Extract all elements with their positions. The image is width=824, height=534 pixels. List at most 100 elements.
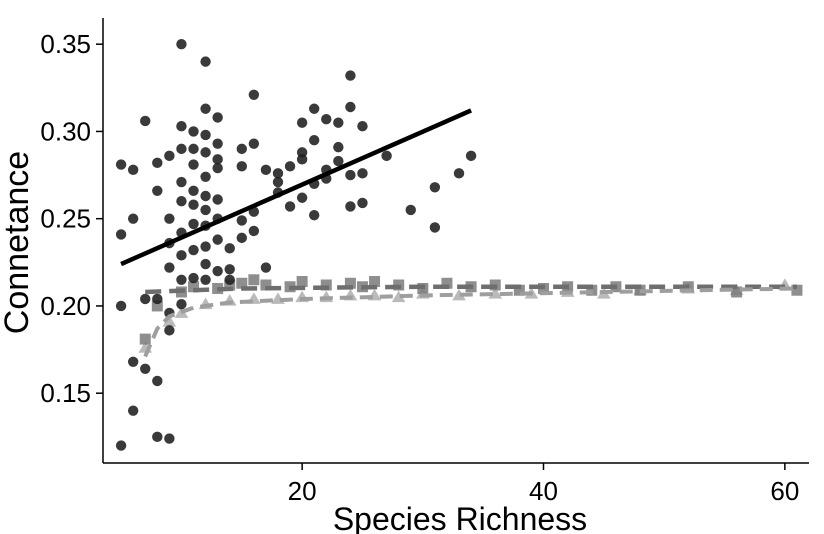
data-point-circle xyxy=(333,117,344,128)
data-point-circle xyxy=(224,264,235,275)
data-point-circle xyxy=(176,298,187,310)
data-point-circle xyxy=(453,168,465,179)
data-point-circle xyxy=(248,225,260,237)
data-point-circle xyxy=(296,147,308,158)
y-tick-label: 0.15 xyxy=(40,378,91,408)
data-point-circle xyxy=(164,262,175,273)
data-point-circle xyxy=(224,274,235,285)
data-point-circle xyxy=(248,89,260,100)
data-point-circle xyxy=(164,150,175,162)
data-point-circle xyxy=(188,244,199,256)
data-point-circle xyxy=(260,262,272,273)
data-point-circle xyxy=(236,161,247,172)
data-point-triangle xyxy=(391,290,406,303)
data-point-circle xyxy=(465,150,477,162)
data-point-triangle xyxy=(452,288,466,301)
data-point-circle xyxy=(140,293,151,305)
data-point-circle xyxy=(321,114,332,125)
data-point-circle xyxy=(152,185,163,196)
data-point-triangle xyxy=(162,315,177,327)
series-layer xyxy=(115,38,803,451)
data-point-circle xyxy=(164,213,175,224)
data-point-circle xyxy=(164,325,175,336)
data-point-circle xyxy=(176,143,187,155)
data-point-square xyxy=(188,281,200,293)
data-point-circle xyxy=(357,120,368,132)
data-point-circle xyxy=(224,243,235,254)
data-point-circle xyxy=(176,274,187,285)
data-point-circle xyxy=(127,164,139,176)
data-point-square xyxy=(344,277,356,289)
data-point-circle xyxy=(188,272,199,284)
data-point-circle xyxy=(200,147,211,158)
data-point-circle xyxy=(176,176,187,188)
data-point-circle xyxy=(345,169,356,181)
data-point-circle xyxy=(200,171,211,183)
data-point-square xyxy=(441,277,453,289)
data-point-square xyxy=(224,279,236,291)
data-point-circle xyxy=(176,120,187,132)
data-point-circle xyxy=(164,433,175,444)
data-point-circle xyxy=(429,182,441,193)
data-point-circle xyxy=(188,126,199,137)
data-point-circle xyxy=(140,363,151,374)
data-point-square xyxy=(320,279,332,291)
data-point-circle xyxy=(176,38,187,50)
data-point-square xyxy=(731,286,743,298)
data-point-square xyxy=(296,276,308,288)
data-point-circle xyxy=(345,70,356,81)
data-point-circle xyxy=(115,229,127,240)
data-point-circle xyxy=(212,234,223,245)
data-point-circle xyxy=(212,162,223,174)
data-point-square xyxy=(260,279,272,291)
data-point-circle xyxy=(345,101,356,113)
data-point-circle xyxy=(188,199,199,210)
data-point-circle xyxy=(200,204,211,216)
x-tick-label: 40 xyxy=(529,476,558,506)
y-tick-label: 0.20 xyxy=(40,291,91,321)
data-point-circle xyxy=(152,375,163,387)
fit-line-dashed-light xyxy=(143,286,797,358)
data-point-circle xyxy=(236,232,247,244)
data-point-circle xyxy=(200,258,211,270)
data-point-circle xyxy=(308,209,320,221)
data-point-circle xyxy=(308,103,320,114)
data-point-circle xyxy=(188,159,199,170)
data-point-circle xyxy=(127,405,139,416)
data-point-square xyxy=(369,276,381,288)
y-tick-label: 0.35 xyxy=(40,29,91,59)
data-point-circle xyxy=(405,204,416,216)
data-point-circle xyxy=(212,138,223,149)
data-point-circle xyxy=(284,201,296,212)
data-point-circle xyxy=(188,218,199,230)
data-point-circle xyxy=(188,143,199,155)
data-point-square xyxy=(151,300,163,312)
data-point-circle xyxy=(152,431,163,443)
fit-line-dashed-dark xyxy=(145,284,797,295)
data-point-circle xyxy=(127,213,139,224)
data-point-circle xyxy=(248,138,260,149)
data-point-circle xyxy=(345,201,356,212)
y-tick-label: 0.30 xyxy=(40,116,91,146)
data-point-circle xyxy=(212,154,223,165)
data-point-circle xyxy=(200,129,211,141)
data-point-circle xyxy=(176,250,187,261)
data-point-circle xyxy=(284,161,296,172)
data-point-circle xyxy=(260,164,272,176)
data-point-circle xyxy=(115,300,127,312)
data-point-circle xyxy=(296,117,308,128)
x-tick-label: 20 xyxy=(288,476,317,506)
fit-line-solid xyxy=(120,108,472,267)
data-point-circle xyxy=(296,192,308,203)
data-point-square xyxy=(513,284,525,296)
data-point-circle xyxy=(200,103,211,114)
data-point-circle xyxy=(333,141,344,153)
data-point-circle xyxy=(357,197,368,209)
y-tick-label: 0.25 xyxy=(40,204,91,234)
data-point-circle xyxy=(152,157,163,169)
data-point-square xyxy=(139,333,151,345)
fit-lines-layer xyxy=(120,108,797,358)
data-point-circle xyxy=(200,56,211,67)
